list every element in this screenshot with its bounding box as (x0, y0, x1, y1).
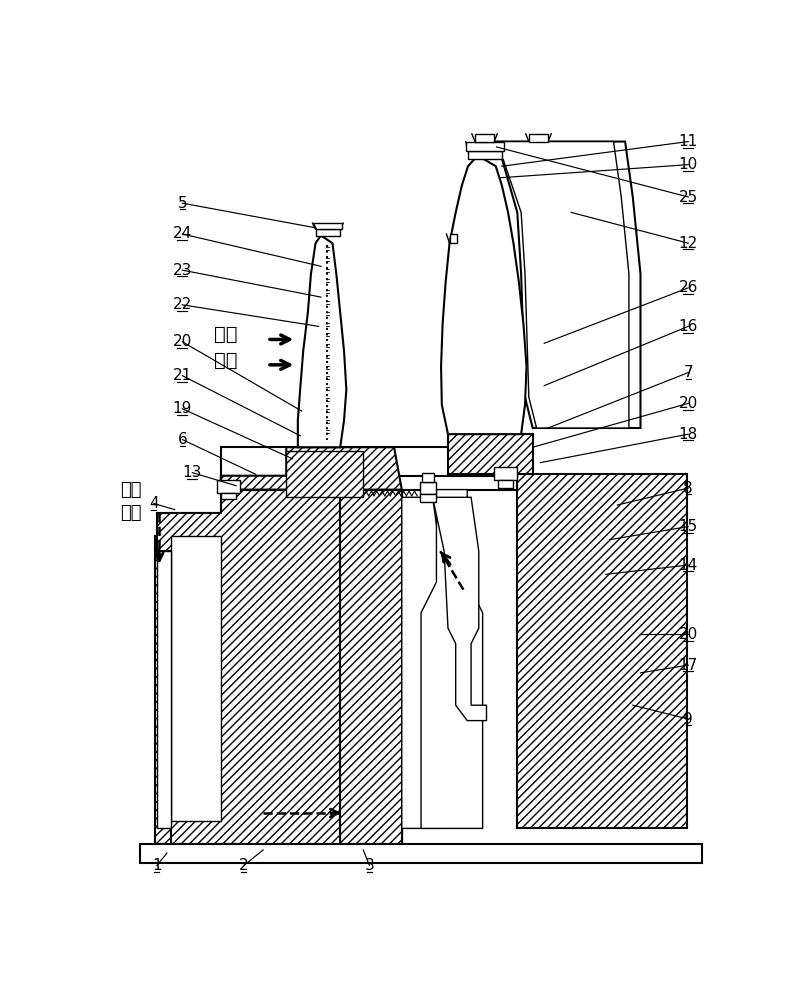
Text: 17: 17 (679, 658, 698, 673)
Polygon shape (217, 480, 240, 493)
Polygon shape (448, 434, 533, 474)
Polygon shape (155, 490, 402, 844)
Polygon shape (441, 158, 526, 434)
Polygon shape (421, 490, 482, 828)
Polygon shape (314, 223, 342, 229)
Text: 7: 7 (684, 365, 693, 380)
Text: 4: 4 (149, 496, 158, 511)
Text: 26: 26 (678, 280, 698, 295)
Polygon shape (517, 474, 687, 828)
Text: 5: 5 (178, 196, 187, 211)
Polygon shape (157, 551, 171, 828)
Polygon shape (157, 490, 402, 844)
Text: 10: 10 (679, 157, 698, 172)
Text: 15: 15 (679, 519, 698, 534)
Text: 13: 13 (182, 465, 202, 480)
Polygon shape (494, 466, 517, 480)
Polygon shape (468, 151, 502, 158)
Text: 20: 20 (173, 334, 192, 349)
Text: 23: 23 (173, 263, 192, 278)
Text: 18: 18 (679, 427, 698, 442)
Polygon shape (450, 234, 457, 243)
Polygon shape (475, 134, 494, 142)
Polygon shape (420, 482, 435, 494)
Text: 8: 8 (684, 481, 693, 496)
Polygon shape (220, 493, 236, 499)
Polygon shape (220, 447, 517, 476)
Text: 高温: 高温 (214, 325, 238, 344)
Polygon shape (220, 447, 402, 490)
Polygon shape (466, 142, 504, 151)
Polygon shape (486, 142, 629, 428)
Text: 1: 1 (152, 858, 162, 873)
Text: 3: 3 (365, 858, 374, 873)
Polygon shape (432, 497, 486, 721)
Polygon shape (171, 536, 220, 821)
Polygon shape (287, 451, 363, 497)
Polygon shape (498, 480, 513, 488)
Text: 25: 25 (679, 190, 698, 205)
Polygon shape (298, 235, 346, 447)
Polygon shape (315, 229, 340, 235)
Polygon shape (340, 490, 402, 844)
Polygon shape (475, 142, 641, 428)
Text: 冷却: 冷却 (120, 481, 142, 499)
Text: 16: 16 (678, 319, 698, 334)
Polygon shape (422, 473, 434, 482)
Polygon shape (140, 844, 702, 863)
Text: 22: 22 (173, 297, 192, 312)
Text: 主流: 主流 (214, 351, 238, 370)
Polygon shape (529, 134, 548, 142)
Polygon shape (402, 497, 440, 828)
Text: 气流: 气流 (120, 504, 142, 522)
Text: 12: 12 (679, 236, 698, 251)
Polygon shape (220, 474, 517, 490)
Text: 21: 21 (173, 368, 192, 383)
Text: 11: 11 (679, 134, 698, 149)
Text: 6: 6 (178, 432, 187, 447)
Text: 9: 9 (683, 712, 693, 727)
Text: 24: 24 (173, 226, 192, 241)
Polygon shape (420, 494, 435, 502)
Text: 19: 19 (173, 401, 192, 416)
Text: 14: 14 (679, 558, 698, 573)
Text: 2: 2 (239, 858, 249, 873)
Text: 20: 20 (679, 396, 698, 411)
Text: 20: 20 (679, 627, 698, 642)
